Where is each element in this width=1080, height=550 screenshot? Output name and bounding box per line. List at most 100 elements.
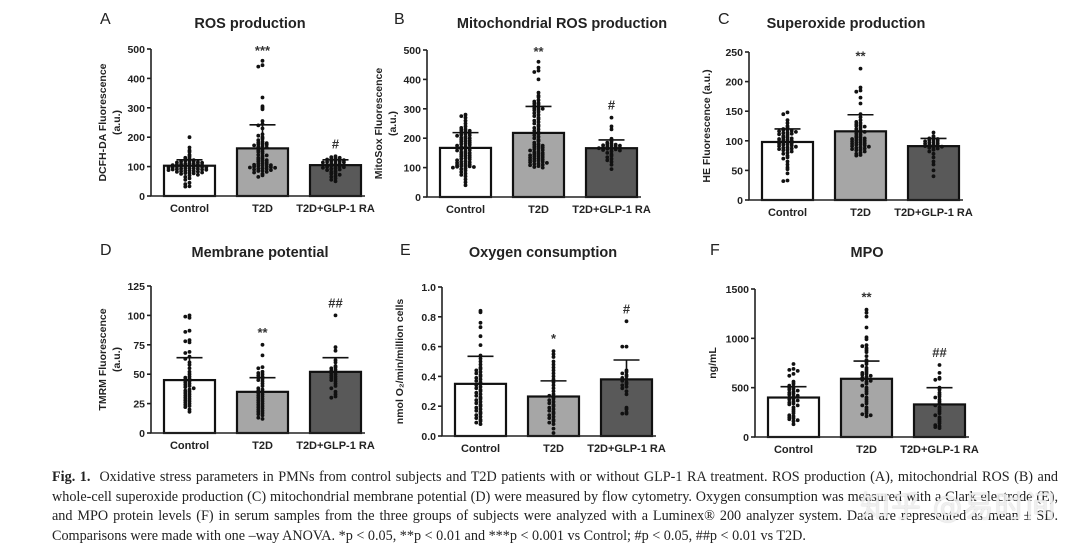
y-tick-label: 1000: [726, 333, 750, 345]
data-point: [620, 344, 625, 349]
data-point: [620, 371, 625, 376]
data-point: [791, 422, 796, 427]
data-point: [342, 160, 346, 165]
data-point: [624, 344, 629, 349]
data-point: [795, 403, 800, 408]
data-point: [256, 64, 261, 69]
data-point: [933, 403, 938, 408]
data-point: [547, 405, 552, 410]
data-point: [551, 404, 556, 409]
data-point: [187, 145, 192, 150]
data-point: [795, 388, 800, 393]
data-point: [183, 405, 188, 409]
data-point: [937, 426, 942, 430]
data-point: [547, 393, 552, 398]
data-point: [459, 114, 464, 118]
data-point: [864, 391, 869, 396]
data-point: [787, 373, 792, 378]
data-point: [777, 144, 781, 149]
data-point: [860, 403, 865, 408]
data-point: [474, 393, 479, 398]
data-point: [463, 112, 468, 117]
data-point: [260, 417, 265, 421]
data-point: [333, 171, 338, 176]
data-point: [459, 156, 464, 161]
data-point: [927, 149, 932, 154]
data-point: [551, 352, 556, 356]
data-point: [455, 164, 459, 169]
data-point: [170, 167, 175, 172]
data-point: [474, 398, 479, 403]
data-point: [536, 134, 541, 139]
data-point: [260, 166, 265, 171]
y-tick-label: 0.8: [421, 312, 436, 324]
data-point: [860, 364, 865, 368]
category-label: T2D: [252, 203, 273, 215]
data-point: [260, 58, 265, 63]
data-point: [791, 401, 796, 406]
panel-letter: D: [100, 242, 112, 259]
data-point: [532, 133, 537, 138]
data-point: [605, 146, 610, 151]
data-point: [785, 171, 790, 176]
data-point: [183, 166, 188, 171]
data-point: [864, 376, 869, 381]
data-point: [200, 170, 205, 175]
y-tick-label: 400: [127, 73, 145, 85]
data-point: [931, 130, 936, 135]
data-point: [864, 325, 869, 330]
data-point: [329, 172, 334, 176]
data-point: [459, 170, 464, 174]
data-point: [791, 362, 796, 366]
data-point: [937, 376, 942, 381]
data-point: [547, 420, 552, 425]
data-point: [536, 158, 541, 163]
data-point: [937, 411, 942, 416]
data-point: [532, 118, 537, 123]
data-point: [785, 118, 790, 122]
data-point: [337, 167, 342, 172]
data-point: [609, 149, 614, 154]
data-point: [536, 68, 541, 73]
data-point: [269, 168, 273, 173]
y-tick-label: 0.0: [421, 431, 436, 443]
panel-title: ROS production: [194, 16, 305, 32]
data-point: [620, 383, 625, 388]
data-point: [854, 143, 859, 147]
data-point: [850, 144, 854, 149]
data-point: [325, 168, 329, 173]
data-point: [601, 148, 605, 152]
data-point: [329, 177, 334, 182]
data-point: [862, 146, 867, 151]
data-point: [781, 148, 786, 153]
y-tick-label: 500: [127, 44, 145, 56]
data-point: [474, 386, 479, 391]
y-tick-label: 1500: [726, 284, 750, 296]
data-point: [333, 345, 338, 350]
y-tick-label: 500: [403, 45, 421, 57]
data-point: [551, 407, 556, 412]
category-label: T2D+GLP-1 RA: [572, 204, 651, 216]
panel-d: D Membrane potential TMRM Fluorescence (a.u…: [97, 242, 375, 452]
category-label: Control: [768, 207, 807, 219]
panel-title: Oxygen consumption: [469, 245, 617, 261]
data-point: [551, 431, 556, 435]
data-point: [605, 151, 610, 155]
data-point: [256, 366, 261, 371]
data-point: [620, 379, 625, 383]
category-label: Control: [170, 440, 209, 452]
data-point: [166, 168, 171, 173]
data-point: [459, 142, 464, 147]
data-point: [854, 124, 859, 128]
y-tick-label: 100: [725, 136, 743, 148]
y-tick-label: 50: [731, 165, 743, 177]
data-point: [785, 167, 790, 172]
data-point: [532, 136, 537, 141]
category-label: T2D+GLP-1 RA: [296, 203, 375, 215]
data-point: [547, 413, 552, 417]
data-point: [860, 383, 865, 388]
data-point: [536, 139, 541, 144]
data-point: [536, 146, 541, 151]
data-point: [187, 404, 192, 408]
panel-letter: C: [718, 11, 730, 28]
